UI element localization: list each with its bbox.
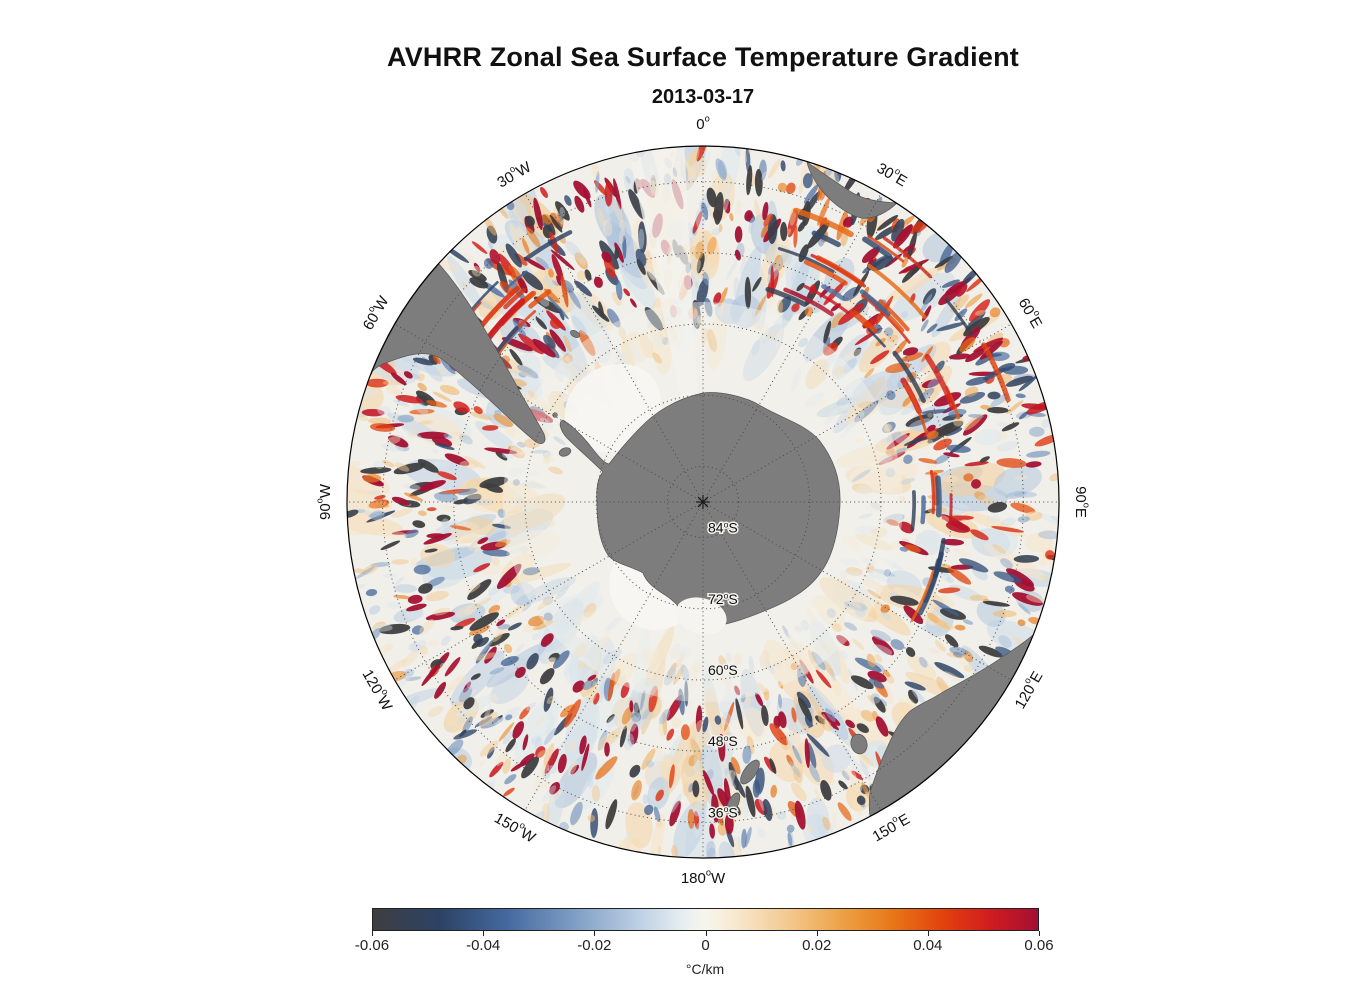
colorbar-tick xyxy=(705,931,707,936)
colorbar-gradient xyxy=(372,908,1039,931)
longitude-label: 30oE xyxy=(874,158,911,191)
colorbar-tick-label: 0.04 xyxy=(913,937,943,954)
longitude-label: 60oE xyxy=(1015,294,1048,331)
colorbar-tick-label: -0.06 xyxy=(354,937,390,954)
colorbar-tick xyxy=(927,931,929,936)
sst-gradient-field xyxy=(347,146,1059,858)
colorbar-tick xyxy=(1039,931,1040,936)
graticule xyxy=(347,146,1059,858)
tasmania xyxy=(850,733,868,755)
colorbar-tick xyxy=(816,931,818,936)
chart-title: AVHRR Zonal Sea Surface Temperature Grad… xyxy=(387,42,1019,72)
latitude-label: 60oS xyxy=(708,662,738,678)
colorbar-tick xyxy=(594,931,596,936)
colorbar-unit-label: °C/km xyxy=(685,961,725,977)
chart-subtitle: 2013-03-17 xyxy=(651,86,755,108)
africa xyxy=(806,161,898,219)
colorbar-tick-label: -0.04 xyxy=(466,937,501,954)
latitude-label: 36oS xyxy=(708,804,738,820)
colorbar-tick xyxy=(372,931,373,936)
pole-marker xyxy=(696,495,710,509)
colorbar-tick xyxy=(483,931,485,936)
longitude-label: 90oE xyxy=(1072,486,1091,518)
latitude-label: 48oS xyxy=(708,733,738,749)
colorbar-tick-label: 0 xyxy=(701,937,710,954)
longitude-label: 0o xyxy=(696,114,710,133)
latitude-label: 84oS xyxy=(708,519,738,535)
south-america xyxy=(370,263,546,444)
longitude-label: 90oW xyxy=(315,483,334,520)
latitude-label: 72oS xyxy=(708,590,738,606)
map-boundary xyxy=(346,145,1060,859)
map-root: 0o30oE60oE90oE120oE150oE180oW150oW120oW9… xyxy=(315,114,1091,887)
antarctica xyxy=(559,392,841,633)
longitude-label: 60oW xyxy=(358,292,393,334)
colorbar-tick-label: 0.02 xyxy=(802,937,832,954)
longitude-label: 30oW xyxy=(493,156,535,191)
islands xyxy=(552,412,558,418)
islands xyxy=(558,447,572,457)
new-zealand-north xyxy=(725,792,741,816)
colorbar-tick-label: -0.02 xyxy=(577,937,612,954)
colorbar-tick-label: 0.06 xyxy=(1024,937,1054,954)
islands xyxy=(926,411,934,419)
new-zealand-south xyxy=(740,759,760,785)
land-masses xyxy=(370,161,1034,817)
longitude-label: 180oW xyxy=(681,868,726,887)
islands xyxy=(570,330,580,338)
polar-map: 0o30oE60oE90oE120oE150oE180oW150oW120oW9… xyxy=(315,114,1091,887)
